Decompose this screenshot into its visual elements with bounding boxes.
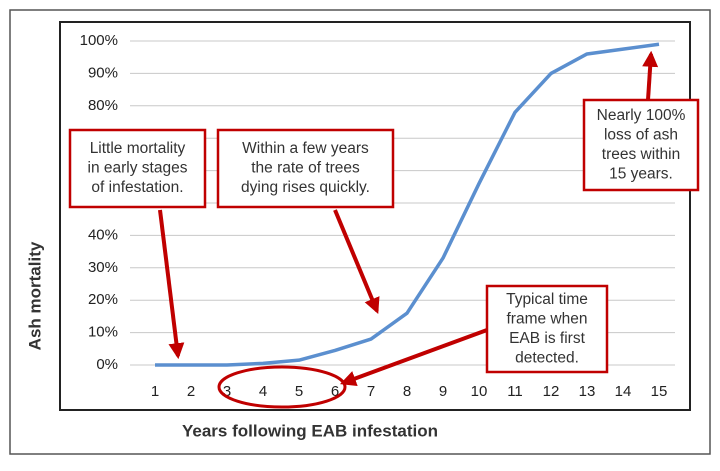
annotation-box (485, 284, 609, 374)
y-tick-label: 20% (88, 291, 118, 308)
annotation-box (68, 128, 207, 209)
x-tick-label: 11 (507, 383, 523, 400)
x-tick-label: 8 (403, 383, 411, 400)
y-tick-label: 10% (88, 324, 118, 341)
annotation-text: trees within (602, 146, 680, 163)
annotation-box (216, 128, 395, 209)
data-line (155, 42, 660, 367)
annotation-arrow (158, 209, 185, 360)
annotation-box (582, 98, 700, 192)
y-tick-label: 100% (80, 32, 118, 49)
annotation-text: of infestation. (91, 179, 183, 196)
y-tick-label: 80% (88, 97, 118, 114)
highlight-ellipse (217, 365, 347, 409)
annotation-arrow (642, 50, 659, 101)
x-axis-title: Years following EAB infestation (182, 421, 438, 440)
x-tick-label: 15 (651, 383, 668, 400)
x-tick-label: 2 (187, 383, 195, 400)
x-tick-label: 5 (295, 383, 303, 400)
annotation-text: 15 years. (609, 165, 673, 182)
annotation-text: dying rises quickly. (241, 179, 370, 196)
y-tick-label: 90% (88, 64, 118, 81)
y-axis-title: Ash mortality (25, 241, 44, 350)
annotation-text: loss of ash (604, 126, 678, 143)
x-tick-label: 1 (151, 383, 159, 400)
annotation-text: Within a few years (242, 140, 369, 157)
x-tick-label: 9 (439, 383, 447, 400)
x-tick-label: 4 (259, 383, 267, 400)
x-tick-label: 14 (615, 383, 632, 400)
annotation-text: frame when (507, 310, 588, 327)
y-tick-label: 0% (96, 356, 118, 373)
annotation-text: Typical time (506, 291, 588, 308)
x-tick-label: 13 (579, 383, 596, 400)
annotation-text: Nearly 100% (597, 107, 686, 124)
annotation-text: in early stages (88, 160, 188, 177)
annotation-arrow (339, 328, 488, 387)
annotations: Little mortality in early stages of infest… (68, 50, 700, 409)
annotation-text: detected. (515, 349, 579, 366)
x-tick-label: 3 (223, 383, 231, 400)
plot (155, 42, 660, 367)
x-tick-label: 7 (367, 383, 375, 400)
x-tick-label: 12 (543, 383, 560, 400)
annotation-text: EAB is first (509, 330, 585, 347)
annotation-text: Little mortality (90, 140, 186, 157)
y-tick-label: 30% (88, 259, 118, 276)
x-tick-label: 10 (471, 383, 488, 400)
x-tick-label: 6 (331, 383, 339, 400)
y-tick-label: 40% (88, 226, 118, 243)
annotation-arrow (333, 209, 380, 314)
annotation-text: the rate of trees (251, 160, 360, 177)
